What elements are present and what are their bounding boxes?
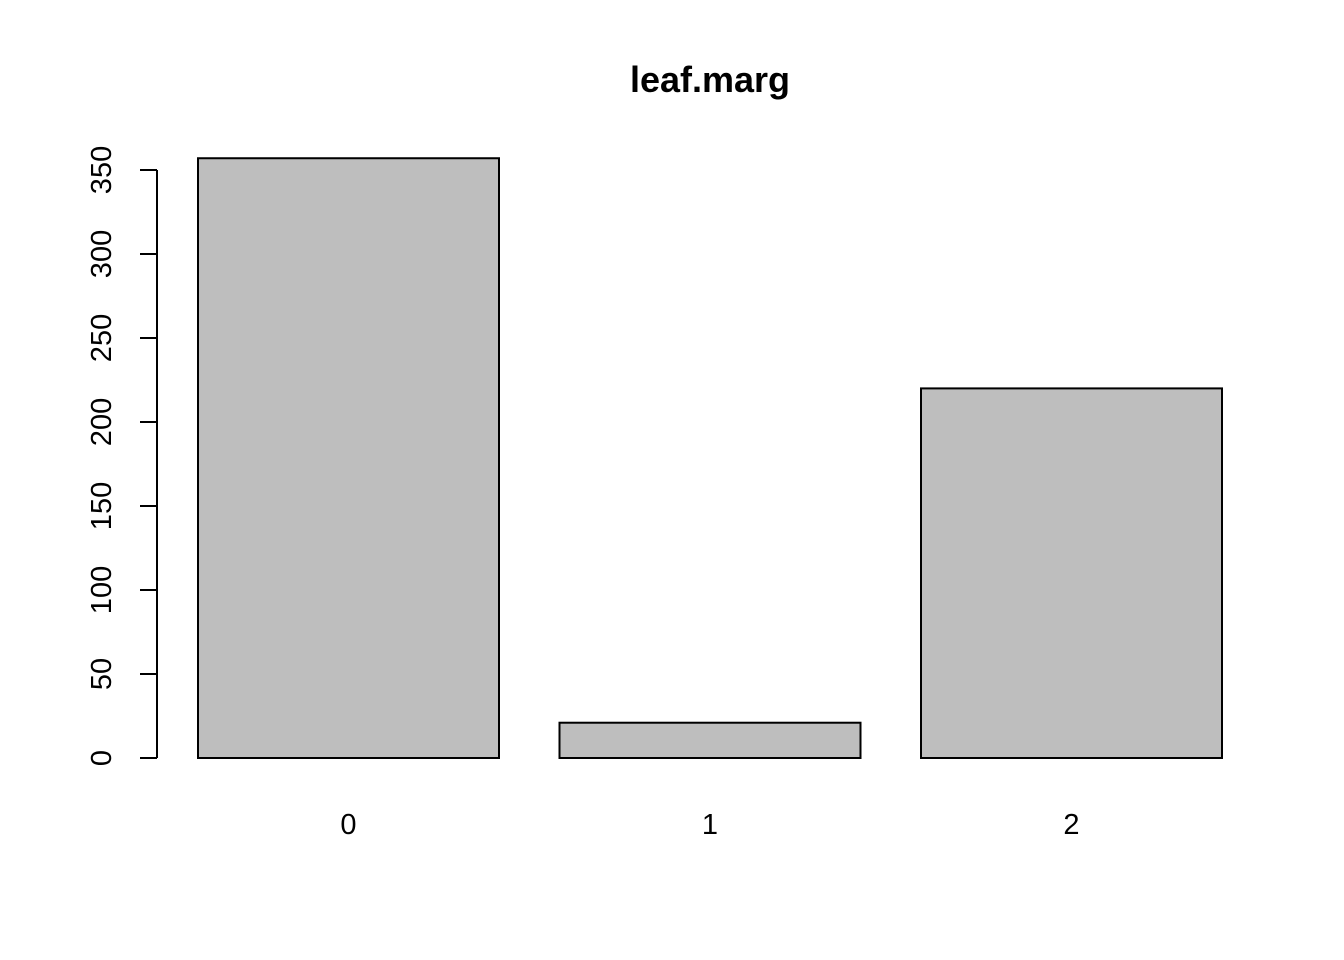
y-tick-label: 250 — [86, 314, 118, 362]
bar-0 — [197, 157, 500, 760]
x-tick-label: 2 — [1063, 809, 1079, 841]
y-tick-label: 0 — [86, 750, 118, 766]
y-axis: 0 50 100 150 200 250 300 350 — [86, 146, 158, 766]
bar-2 — [920, 387, 1223, 759]
y-tick-label: 100 — [86, 566, 118, 614]
y-tick-label: 300 — [86, 230, 118, 278]
y-tick-label: 150 — [86, 482, 118, 530]
y-tick-label: 50 — [86, 658, 118, 690]
y-tick-label: 200 — [86, 398, 118, 446]
x-tick-label: 1 — [702, 809, 718, 841]
x-axis-labels: 0 1 2 — [340, 809, 1079, 841]
x-tick-label: 0 — [340, 809, 356, 841]
y-tick-label: 350 — [86, 146, 118, 194]
bars-group — [197, 157, 1223, 760]
bar-1 — [558, 721, 862, 759]
chart-title: leaf.marg — [630, 59, 790, 100]
